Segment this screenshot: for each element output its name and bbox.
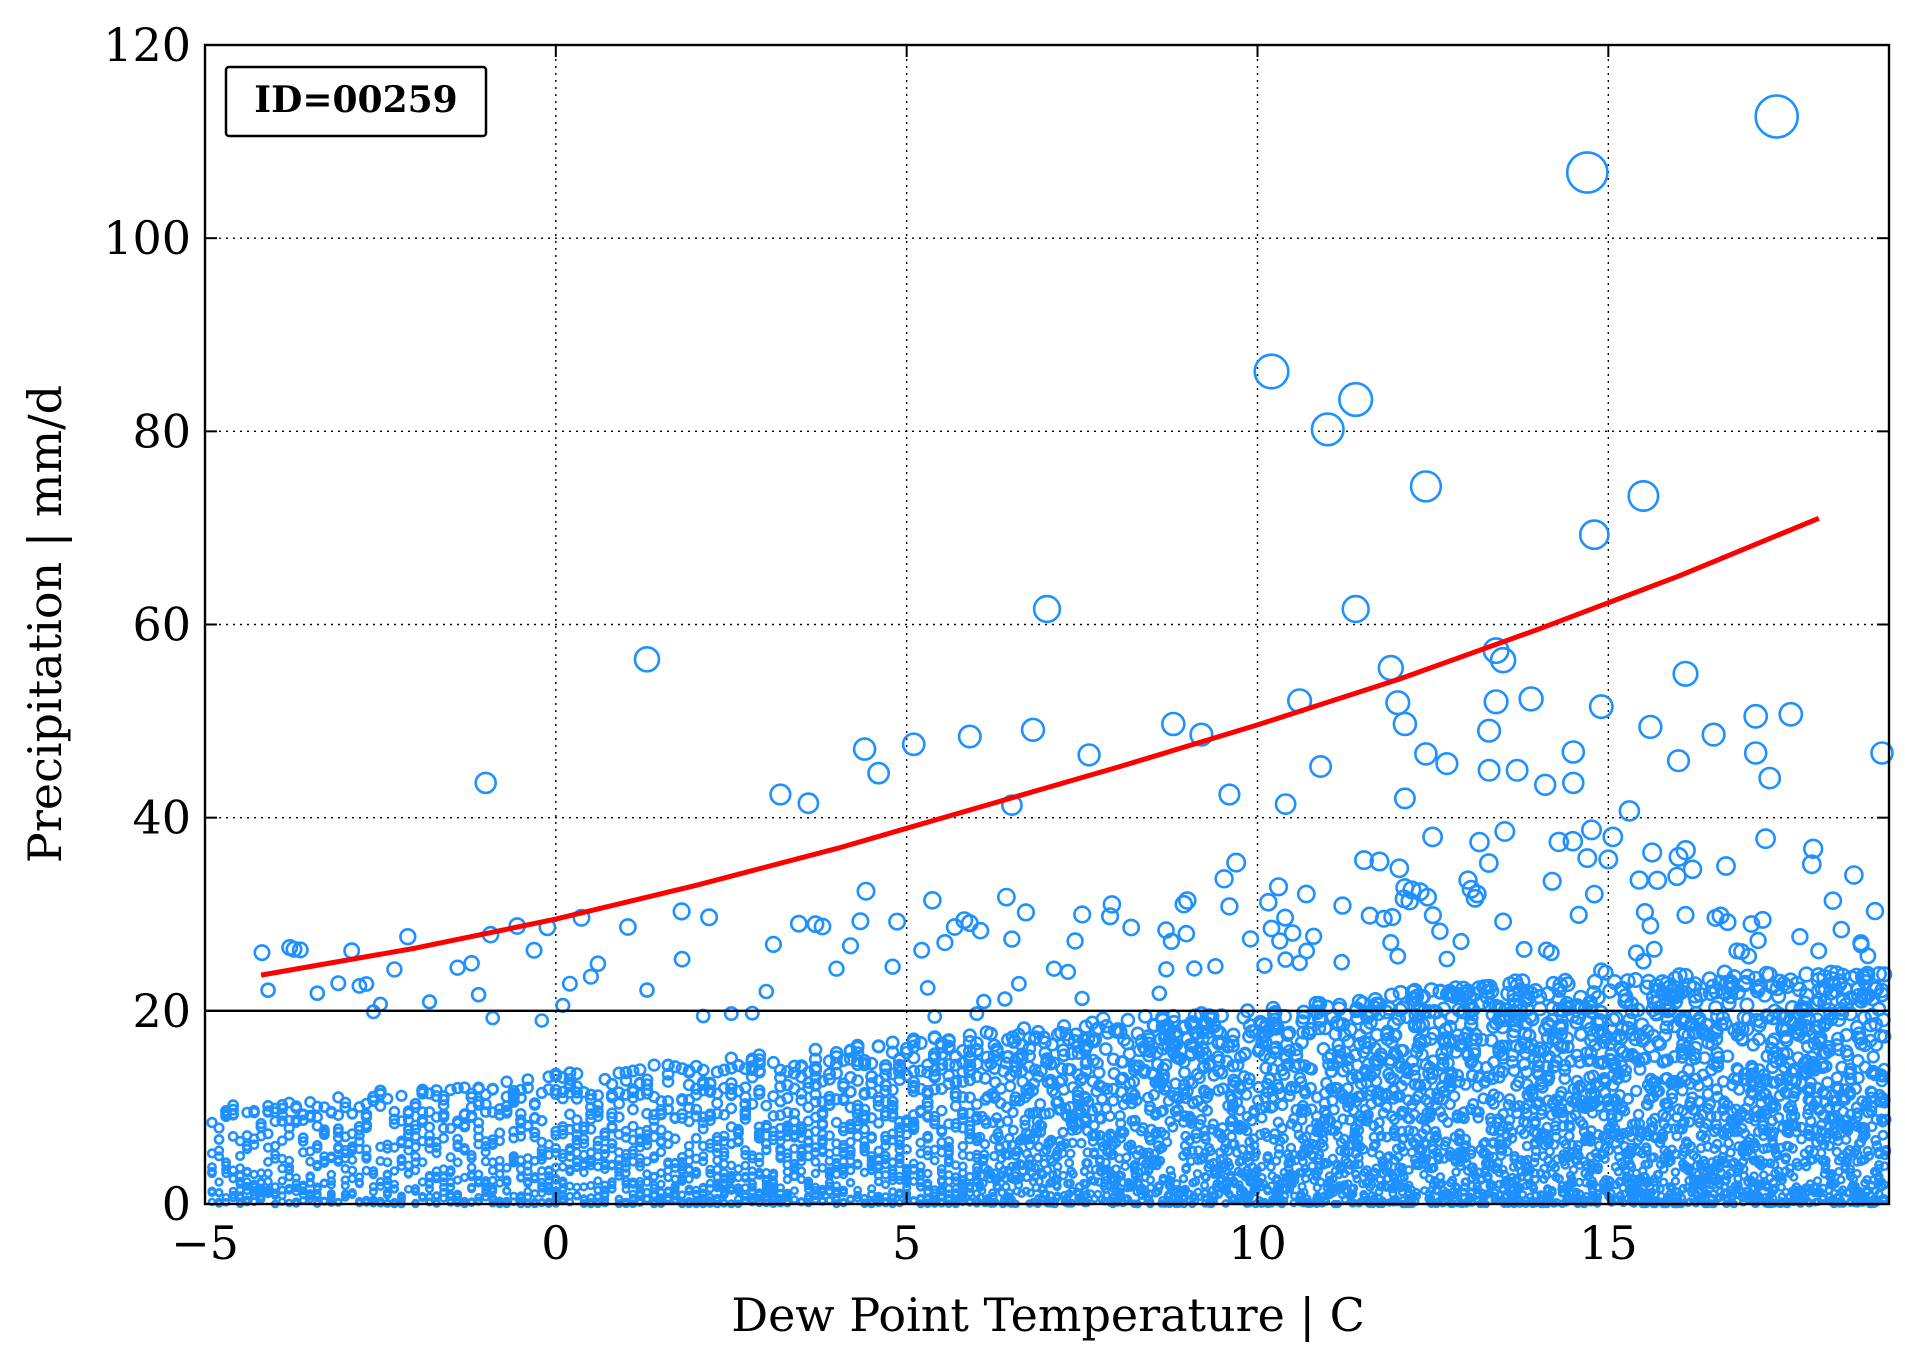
scatter-chart: −5051015020406080100120 Dew Point Temper…	[0, 0, 1905, 1358]
chart-svg: −5051015020406080100120 Dew Point Temper…	[0, 0, 1905, 1358]
